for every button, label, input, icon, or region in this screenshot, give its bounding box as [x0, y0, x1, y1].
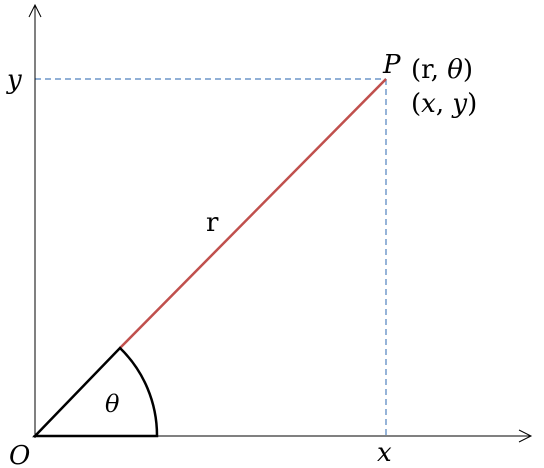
y-axis-arrowhead [28, 3, 42, 18]
polar-close-paren: ) [463, 55, 473, 85]
cartesian-close-paren: ) [467, 89, 477, 119]
cartesian-x: x [421, 89, 436, 119]
polar-theta: θ [447, 55, 463, 85]
radius-label: r [206, 208, 219, 238]
cartesian-open-paren: ( [411, 89, 421, 119]
point-label: P [382, 50, 401, 80]
cartesian-separator: , [436, 89, 453, 119]
angle-label: θ [105, 390, 120, 418]
angle-sector [32, 346, 159, 438]
y-axis-label: y [6, 65, 22, 95]
polar-coordinates-label: (r, θ) [411, 55, 473, 85]
x-axis-label: x [377, 438, 392, 468]
cartesian-y: y [451, 89, 467, 119]
polar-separator: , [431, 55, 448, 85]
polar-open-paren: ( [411, 55, 421, 85]
x-axis-arrowhead [518, 429, 533, 443]
radius-line [119, 78, 387, 349]
origin-label: O [9, 441, 30, 468]
cartesian-coordinates-label: (x, y) [411, 89, 477, 119]
